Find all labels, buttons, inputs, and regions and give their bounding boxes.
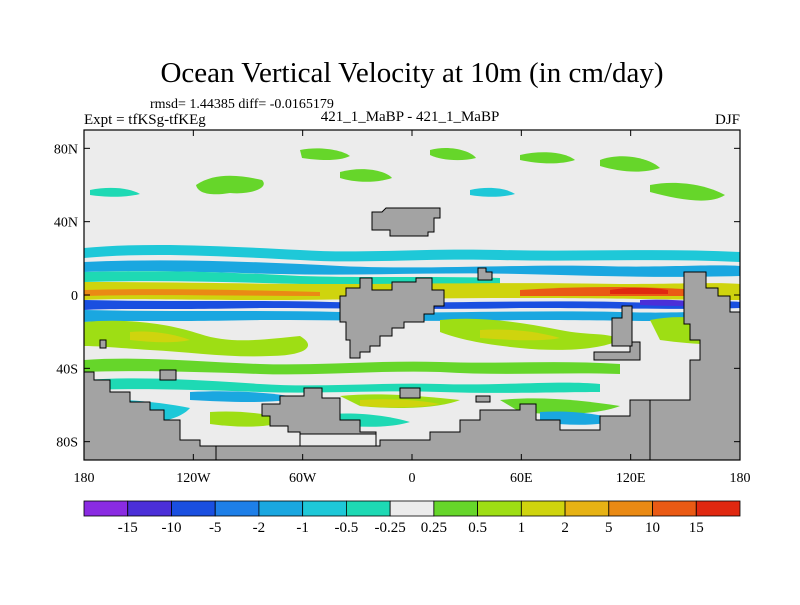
field-patch — [300, 148, 350, 160]
y-tick-label: 40N — [54, 216, 78, 231]
x-tick-label: 60E — [510, 471, 533, 486]
x-tick-label: 60W — [289, 471, 317, 486]
field-patch — [196, 175, 264, 195]
colorbar-swatch — [127, 500, 172, 517]
x-axis: 180 120W 60W 0 60E 120E 180 — [74, 130, 751, 486]
y-tick-label: 80S — [56, 436, 78, 451]
colorbar-label: -0.5 — [335, 520, 359, 536]
colorbar-swatch — [389, 500, 435, 517]
field-patch — [340, 169, 392, 182]
colorbar-label: 15 — [689, 520, 704, 536]
colorbar: -15 -10 -5 -2 -1 -0.5 -0.25 0.25 0.5 1 2 5 10 15 — [83, 500, 741, 536]
field-patch — [130, 331, 190, 343]
field-patch — [84, 260, 740, 277]
colorbar-swatch — [564, 500, 610, 517]
land-mass — [261, 387, 377, 447]
colorbar-label: 2 — [561, 520, 569, 536]
x-tick-label: 180 — [730, 471, 751, 486]
map-field — [83, 130, 741, 461]
colorbar-label: -5 — [209, 520, 222, 536]
colorbar-swatch — [433, 500, 479, 517]
field-patch — [84, 358, 620, 375]
land-mass — [477, 267, 493, 281]
field-patch — [360, 399, 440, 408]
colorbar-swatch — [608, 500, 653, 517]
field-patch — [299, 433, 377, 447]
land-mass — [611, 305, 633, 347]
x-tick-label: 0 — [409, 471, 416, 486]
field-patch — [90, 187, 140, 197]
experiment-label: Expt = tfKSg-tfKEg — [84, 112, 206, 128]
field-patch — [520, 152, 575, 164]
field-patch — [84, 244, 740, 262]
colorbar-swatch — [652, 500, 697, 517]
land-mass — [593, 341, 641, 361]
field-patch — [84, 378, 600, 393]
season-label: DJF — [715, 112, 740, 128]
land-mass — [475, 395, 491, 403]
colorbar-swatch — [83, 500, 129, 517]
land-mass — [399, 387, 421, 399]
colorbar-swatch — [214, 500, 260, 517]
land-mass — [371, 207, 441, 237]
x-tick-label: 120W — [176, 471, 211, 486]
field-patch — [650, 182, 725, 201]
colorbar-swatch — [477, 500, 522, 517]
land-mass — [215, 399, 651, 461]
colorbar-swatch — [345, 500, 391, 517]
run-label: 421_1_MaBP - 421_1_MaBP — [321, 109, 500, 125]
colorbar-label: -10 — [161, 520, 181, 536]
y-tick-label: 40S — [56, 362, 78, 377]
x-tick-label: 180 — [74, 471, 95, 486]
land-mass — [339, 277, 445, 359]
colorbar-label: 5 — [605, 520, 613, 536]
y-tick-label: 0 — [71, 289, 78, 304]
colorbar-label: 0.25 — [421, 520, 447, 536]
land-mass — [159, 369, 177, 381]
colorbar-swatch — [520, 500, 566, 517]
field-patch — [470, 187, 515, 197]
colorbar-label: -15 — [118, 520, 138, 536]
colorbar-label: -0.25 — [375, 520, 406, 536]
field-patch — [610, 287, 668, 294]
field-patch — [84, 289, 320, 296]
land-layer — [83, 207, 741, 461]
stats-text: rmsd= 1.44385 diff= -0.0165179 — [150, 97, 334, 112]
y-axis: 80N 40N 0 40S 80S — [54, 142, 740, 451]
colorbar-label: 10 — [645, 520, 660, 536]
land-mass — [99, 339, 107, 349]
colorbar-swatch — [171, 500, 216, 517]
field-patch — [600, 156, 660, 172]
field-patch — [190, 391, 300, 402]
colorbar-label: 1 — [518, 520, 526, 536]
field-patch — [84, 271, 500, 284]
field-patch — [480, 329, 560, 341]
colorbar-swatch — [695, 500, 741, 517]
colorbar-swatch — [258, 500, 304, 517]
colorbar-label: -1 — [296, 520, 309, 536]
x-tick-label: 120E — [616, 471, 646, 486]
colorbar-label: 0.5 — [468, 520, 487, 536]
chart-title: Ocean Vertical Velocity at 10m (in cm/da… — [160, 57, 663, 89]
field-patch — [84, 320, 309, 357]
y-tick-label: 80N — [54, 142, 78, 157]
colorbar-label: -2 — [253, 520, 266, 536]
field-patch — [430, 147, 476, 161]
colorbar-swatch — [302, 500, 347, 517]
